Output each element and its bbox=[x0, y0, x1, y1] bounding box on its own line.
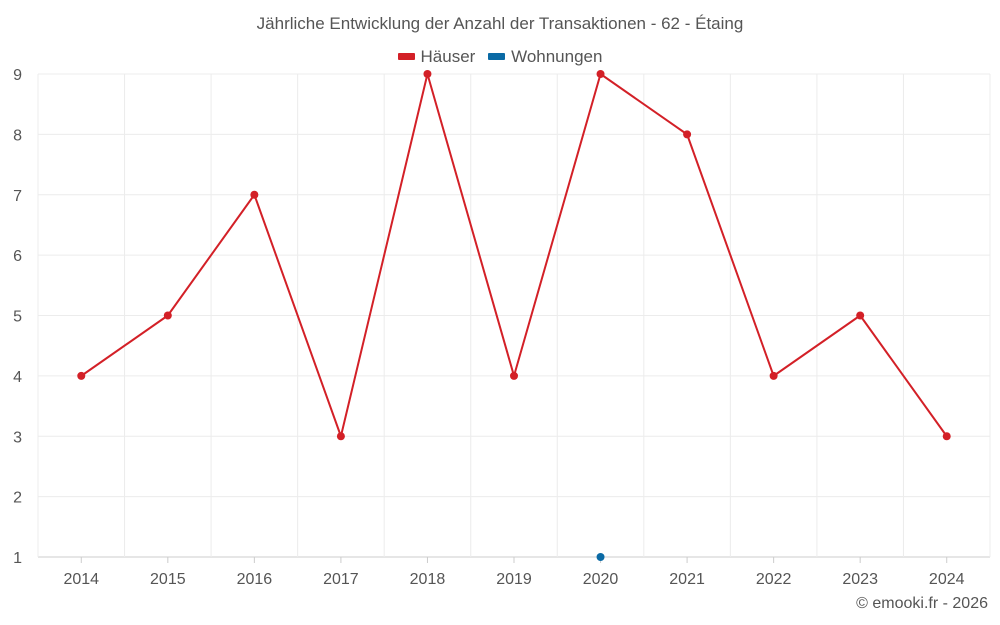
legend: Häuser Wohnungen bbox=[0, 45, 1000, 67]
data-point-haeuser[interactable] bbox=[77, 371, 86, 380]
x-tick-label: 2019 bbox=[496, 571, 532, 588]
y-tick-label: 6 bbox=[13, 248, 22, 265]
x-tick-label: 2016 bbox=[237, 571, 273, 588]
legend-label-wohnungen: Wohnungen bbox=[511, 46, 603, 66]
x-tick-label: 2015 bbox=[150, 571, 186, 588]
data-point-haeuser[interactable] bbox=[769, 371, 778, 380]
data-point-haeuser[interactable] bbox=[423, 70, 432, 78]
legend-item-wohnungen[interactable]: Wohnungen bbox=[488, 47, 602, 67]
x-tick-label: 2021 bbox=[669, 571, 705, 588]
data-point-haeuser[interactable] bbox=[856, 311, 865, 320]
x-tick-label: 2017 bbox=[323, 571, 359, 588]
data-point-haeuser[interactable] bbox=[942, 432, 951, 441]
data-point-wohnungen[interactable] bbox=[596, 553, 605, 561]
y-tick-label: 1 bbox=[13, 550, 22, 567]
x-tick-label: 2024 bbox=[929, 571, 965, 588]
y-tick-label: 2 bbox=[13, 490, 22, 507]
legend-item-haeuser[interactable]: Häuser bbox=[397, 46, 476, 67]
chart-title: Jährliche Entwicklung der Anzahl der Tra… bbox=[256, 14, 744, 33]
x-tick-label: 2022 bbox=[756, 571, 792, 588]
data-point-haeuser[interactable] bbox=[336, 432, 345, 441]
y-tick-label: 5 bbox=[13, 309, 22, 326]
y-tick-label: 4 bbox=[13, 369, 22, 386]
x-tick-label: 2020 bbox=[583, 571, 619, 588]
data-point-haeuser[interactable] bbox=[250, 190, 259, 199]
data-point-haeuser[interactable] bbox=[596, 70, 605, 78]
y-tick-label: 8 bbox=[13, 127, 22, 144]
y-tick-label: 9 bbox=[13, 67, 22, 84]
data-point-haeuser[interactable] bbox=[163, 311, 172, 320]
data-point-haeuser[interactable] bbox=[683, 130, 692, 139]
data-point-haeuser[interactable] bbox=[510, 371, 518, 380]
credit-text: © emooki.fr - 2026 bbox=[856, 595, 988, 612]
x-tick-label: 2018 bbox=[410, 571, 446, 588]
legend-label-haeuser: Häuser bbox=[420, 46, 476, 66]
x-tick-label: 2023 bbox=[842, 571, 878, 588]
legend-swatch-wohnungen bbox=[488, 53, 506, 60]
y-tick-label: 7 bbox=[13, 188, 22, 205]
x-tick-label: 2014 bbox=[63, 571, 99, 588]
legend-swatch-haeuser bbox=[397, 53, 415, 60]
y-tick-label: 3 bbox=[13, 429, 22, 446]
